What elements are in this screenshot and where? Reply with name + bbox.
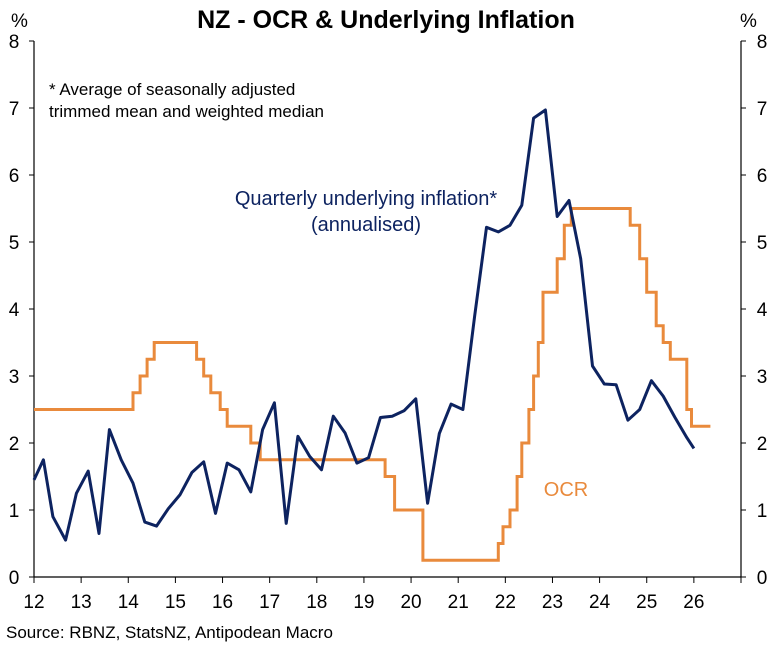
x-tick-label: 25 <box>636 592 657 613</box>
y-tick-label-right: 4 <box>757 300 768 321</box>
y-tick-label-left: 6 <box>9 166 20 187</box>
y-tick-label-left: 8 <box>9 32 20 53</box>
ocr-series-label: OCR <box>544 479 588 501</box>
y-tick-label-right: 3 <box>757 367 768 388</box>
x-tick-label: 12 <box>23 592 44 613</box>
inflation-line <box>32 108 696 542</box>
x-tick-label: 19 <box>353 592 374 613</box>
y-tick-label-right: 7 <box>757 99 768 120</box>
y-tick-label-left: 4 <box>9 300 20 321</box>
x-tick-label: 17 <box>259 592 280 613</box>
inflation-series-label-line-1: Quarterly underlying inflation* <box>235 188 498 210</box>
y-tick-label-right: 5 <box>757 233 768 254</box>
ocr-line <box>34 207 711 562</box>
x-tick-label: 15 <box>165 592 186 613</box>
footnote-line-2: trimmed mean and weighted median <box>49 102 324 121</box>
y-tick-label-right: 1 <box>757 501 768 522</box>
inflation-series-label-line-2: (annualised) <box>311 214 421 236</box>
y-tick-label-left: 3 <box>9 367 20 388</box>
y-tick-label-left: 2 <box>9 434 20 455</box>
x-tick-label: 24 <box>589 592 611 613</box>
x-tick-label: 16 <box>212 592 233 613</box>
x-tick-label: 18 <box>306 592 327 613</box>
x-tick-label: 13 <box>71 592 92 613</box>
x-tick-label: 21 <box>448 592 469 613</box>
y-tick-label-left: 7 <box>9 99 20 120</box>
y-tick-label-left: 1 <box>9 501 20 522</box>
y-tick-label-left: 5 <box>9 233 20 254</box>
source-note: Source: RBNZ, StatsNZ, Antipodean Macro <box>6 623 333 642</box>
y-tick-label-right: 2 <box>757 434 768 455</box>
footnote-line-1: * Average of seasonally adjusted <box>49 80 295 99</box>
y-tick-label-left: 0 <box>9 568 20 589</box>
x-tick-label: 14 <box>118 592 140 613</box>
chart-title: NZ - OCR & Underlying Inflation <box>197 6 575 34</box>
y-axis-label-left: % <box>11 11 28 32</box>
series-layer <box>32 108 711 562</box>
x-tick-label: 22 <box>495 592 516 613</box>
axes: 0 01 12 23 34 45 56 67 78 812 13 14 15 16 17 18 19 20 21 22… <box>9 32 768 613</box>
y-tick-label-right: 8 <box>757 32 768 53</box>
y-tick-label-right: 0 <box>757 568 768 589</box>
x-tick-label: 23 <box>542 592 563 613</box>
y-tick-label-right: 6 <box>757 166 768 187</box>
x-tick-label: 20 <box>400 592 421 613</box>
y-axis-label-right: % <box>740 11 757 32</box>
x-tick-label: 26 <box>683 592 704 613</box>
